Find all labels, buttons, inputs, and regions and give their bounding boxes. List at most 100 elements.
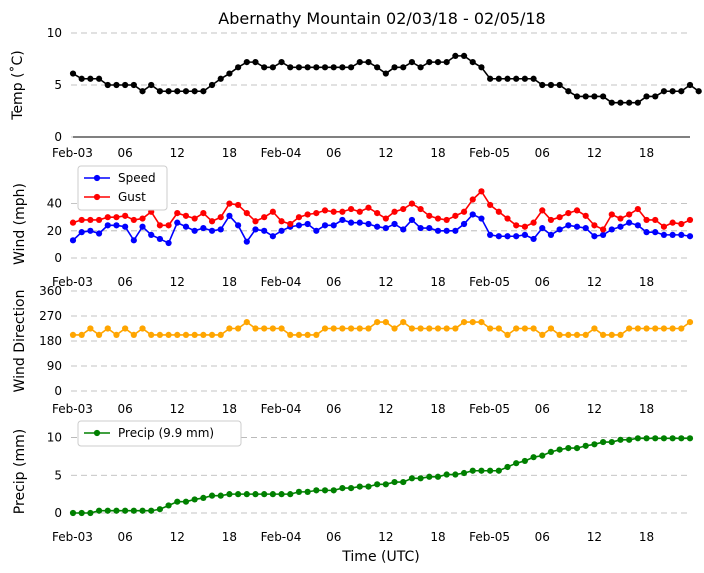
y-tick-label: 20: [47, 224, 62, 238]
x-tick-label: 18: [222, 530, 237, 544]
data-point: [391, 325, 398, 332]
data-point: [139, 507, 146, 514]
data-point: [304, 220, 311, 228]
data-point: [626, 219, 633, 226]
x-tick-label: Feb-05: [469, 146, 510, 160]
data-point: [95, 331, 103, 338]
data-point: [591, 233, 598, 240]
data-point: [122, 223, 129, 230]
data-point: [547, 216, 555, 224]
data-point: [634, 325, 641, 332]
data-point: [530, 219, 537, 226]
data-point: [504, 331, 511, 338]
data-point: [130, 81, 137, 89]
data-point: [460, 208, 468, 215]
data-point: [122, 325, 129, 332]
data-point: [686, 233, 694, 240]
data-point: [478, 188, 485, 195]
data-point: [347, 219, 355, 226]
data-point: [182, 498, 190, 505]
x-axis-label: Time (UTC): [341, 549, 419, 565]
data-point: [261, 64, 268, 71]
data-point: [556, 446, 563, 453]
data-point: [243, 210, 250, 217]
panel-3: 0 90 180 270 360 Wind Direction Feb-03 06 12 18 Fe…: [12, 284, 694, 416]
data-point: [347, 64, 355, 71]
x-tick-label: 18: [222, 146, 237, 160]
data-point: [69, 331, 77, 338]
data-point: [243, 491, 250, 498]
x-tick-label: Feb-03: [52, 275, 93, 289]
data-point: [252, 59, 259, 66]
data-point: [652, 325, 659, 332]
data-point: [452, 227, 459, 234]
data-point: [156, 331, 164, 338]
data-point: [452, 52, 459, 59]
data-point: [599, 331, 607, 338]
data-point: [617, 223, 624, 230]
data-point: [556, 81, 563, 89]
data-point: [356, 325, 363, 332]
data-point: [660, 231, 668, 238]
x-tick-label: 12: [378, 530, 393, 544]
data-point: [321, 222, 329, 229]
data-point: [261, 491, 268, 498]
data-point: [226, 212, 233, 219]
data-point: [669, 88, 676, 95]
data-point: [487, 231, 494, 238]
data-point: [165, 239, 172, 247]
data-point: [321, 64, 329, 71]
data-point: [678, 88, 685, 95]
data-point: [78, 229, 85, 236]
data-point: [504, 215, 511, 222]
series-speed: [69, 211, 694, 247]
data-point: [617, 215, 624, 222]
data-point: [634, 205, 641, 213]
data-point: [356, 219, 363, 226]
data-point: [426, 59, 433, 66]
data-point: [208, 227, 216, 234]
data-point: [513, 325, 520, 332]
x-tick-label: 06: [118, 275, 133, 289]
x-tick-label: Feb-03: [52, 402, 93, 416]
data-point: [304, 488, 311, 495]
data-point: [608, 99, 615, 106]
x-tick-label: 06: [118, 402, 133, 416]
data-point: [339, 485, 346, 492]
data-point: [495, 467, 502, 474]
data-point: [208, 218, 216, 225]
data-point: [582, 224, 589, 232]
data-point: [599, 226, 607, 233]
data-point: [643, 435, 650, 442]
data-point: [426, 224, 433, 232]
data-point: [278, 325, 285, 332]
data-point: [478, 215, 485, 222]
x-tick-label: 06: [535, 275, 550, 289]
data-point: [400, 226, 407, 233]
data-point: [148, 81, 155, 89]
data-point: [156, 235, 164, 243]
legend-box: [77, 165, 168, 211]
data-point: [278, 227, 285, 234]
data-point: [252, 226, 259, 233]
data-point: [321, 487, 329, 494]
data-point: [87, 227, 94, 234]
data-point: [313, 64, 320, 71]
data-point: [87, 509, 94, 517]
data-point: [521, 75, 528, 82]
data-point: [469, 211, 476, 218]
data-point: [408, 325, 416, 332]
data-point: [652, 93, 659, 100]
legend: Speed Gust: [77, 165, 168, 211]
x-tick-label: 06: [118, 146, 133, 160]
x-tick-label: 18: [430, 146, 445, 160]
series-precip-9-9-mm-: [69, 435, 694, 517]
y-axis-label: Wind Direction: [12, 290, 28, 393]
y-axis-label: Wind (mph): [12, 183, 28, 265]
data-point: [374, 481, 381, 488]
data-point: [513, 75, 520, 82]
x-tick-label: 06: [326, 146, 341, 160]
data-point: [400, 64, 407, 71]
data-point: [208, 492, 216, 499]
data-point: [617, 436, 624, 443]
